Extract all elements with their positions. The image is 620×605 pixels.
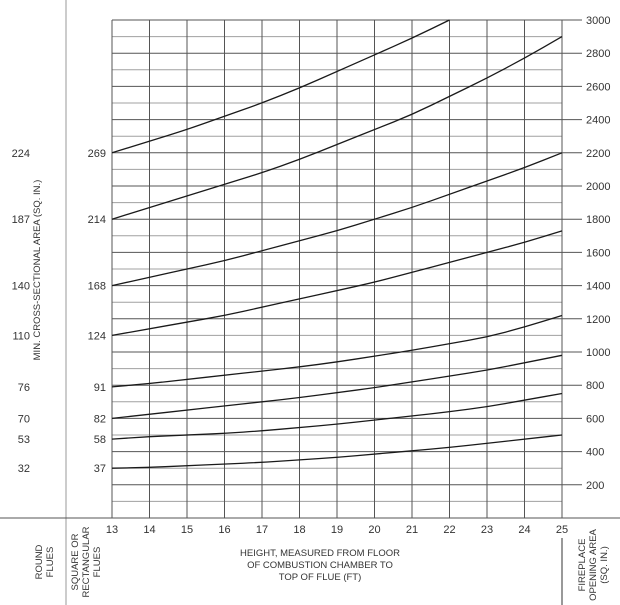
x-axis-tick-label: 23 [481,524,493,536]
flue-curve [111,19,450,154]
square-flue-size-label: 124 [88,330,106,342]
y-axis-label-left: MIN. CROSS-SECTIONAL AREA (SQ. IN.) [32,180,43,361]
round-flues-label: FLUES [45,547,56,578]
right-axis-tick-label: 2200 [586,148,610,160]
x-axis-label: OF COMBUSTION CHAMBER TO [247,560,393,571]
x-axis-tick-label: 16 [218,524,230,536]
right-axis-tick-label: 1000 [586,347,610,359]
round-flue-size-label: 187 [12,214,30,226]
chart-labels: 200 400 600 800 1000 1200 1400 1600 1800 2000 2200… [12,15,611,601]
round-flue-size-label: 76 [18,382,30,394]
right-axis-tick-label: 2600 [586,81,610,93]
x-axis-tick-label: 15 [181,524,193,536]
x-axis-tick-label: 17 [256,524,268,536]
flue-curve [111,434,563,469]
round-flue-size-label: 53 [18,434,30,446]
square-flue-size-label: 37 [94,463,106,475]
y-axis-label-right: FIREPLACE [577,539,588,592]
right-axis-tick-label: 1800 [586,214,610,226]
square-flue-size-label: 58 [94,434,106,446]
y-axis-label-right: OPENING AREA [588,528,599,600]
x-axis-tick-label: 18 [293,524,305,536]
x-axis-label: TOP OF FLUE (FT) [279,572,362,583]
right-axis-tick-label: 2000 [586,181,610,193]
round-flues-label: ROUND [34,544,45,579]
square-flue-size-label: 82 [94,413,106,425]
right-axis-tick-label: 600 [586,413,604,425]
right-axis-tick-label: 1400 [586,281,610,293]
chart-grid [111,19,582,518]
chart-curves [111,19,563,469]
x-axis-tick-label: 22 [443,524,455,536]
right-axis-tick-label: 800 [586,380,604,392]
right-axis-tick-label: 200 [586,480,604,492]
square-flue-size-label: 269 [88,148,106,160]
right-axis-tick-label: 2400 [586,115,610,127]
square-flue-size-label: 91 [94,382,106,394]
x-axis-tick-label: 21 [406,524,418,536]
y-axis-label-right: (SQ. IN.) [599,546,610,583]
right-axis-tick-label: 3000 [586,15,610,27]
x-axis-tick-label: 14 [143,524,155,536]
square-flue-size-label: 214 [88,214,106,226]
x-axis-tick-label: 20 [368,524,380,536]
x-axis-tick-label: 19 [331,524,343,536]
flue-curve [111,354,563,420]
flue-curve [111,314,563,388]
x-axis-tick-label: 13 [106,524,118,536]
round-flue-size-label: 70 [18,413,30,425]
flue-curve [111,230,563,337]
round-flue-size-label: 32 [18,463,30,475]
square-flue-size-label: 168 [88,281,106,293]
flue-curve [111,152,563,287]
x-axis-label: HEIGHT, MEASURED FROM FLOOR [240,548,400,559]
flue-curve [111,392,563,440]
round-flue-size-label: 140 [12,281,30,293]
square-flues-label: RECTANGULAR [81,526,92,597]
square-flues-label: FLUES [92,547,103,578]
round-flue-size-label: 110 [12,330,30,342]
flue-curve [111,36,563,220]
right-axis-tick-label: 1200 [586,314,610,326]
x-axis-tick-label: 25 [556,524,568,536]
right-axis-tick-label: 400 [586,447,604,459]
right-axis-tick-label: 2800 [586,48,610,60]
square-flues-label: SQUARE OR [70,533,81,590]
right-axis-tick-label: 1600 [586,247,610,259]
x-axis-tick-label: 24 [518,524,530,536]
round-flue-size-label: 224 [12,148,30,160]
